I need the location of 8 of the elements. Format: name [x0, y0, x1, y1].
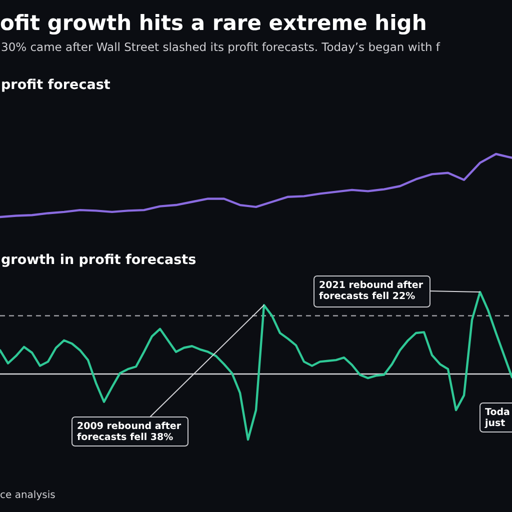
- chart-title: growth in profit forecasts: [1, 252, 196, 268]
- chart-subtitle: 30% came after Wall Street slashed its profit forecasts. Today’s began with f: [1, 40, 441, 54]
- text: ce analysis: [0, 490, 56, 501]
- annotation: 2021 rebound after forecasts fell 22%: [319, 280, 424, 302]
- annotation: 2009 rebound after forecasts fell 38%: [77, 421, 182, 443]
- text: profit forecast: [1, 77, 111, 93]
- annotation: Toda just: [484, 407, 510, 429]
- chart-title: ofit growth hits a rare extreme high: [0, 11, 427, 35]
